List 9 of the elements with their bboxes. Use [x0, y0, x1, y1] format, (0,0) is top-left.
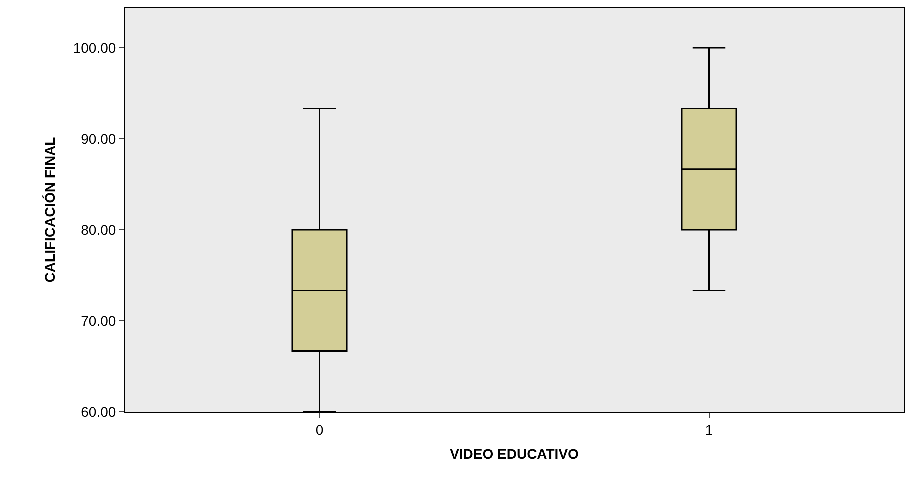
y-tick-label: 70.00	[81, 312, 116, 329]
y-tick-label: 80.00	[81, 222, 116, 238]
y-tick-label: 100.00	[73, 40, 116, 56]
y-axis-title: CALIFICACIÓN FINAL	[42, 136, 58, 283]
y-tick-label: 90.00	[81, 130, 116, 147]
x-tick-label: 1	[705, 422, 714, 438]
x-axis-title: VIDEO EDUCATIVO	[450, 446, 580, 462]
y-tick-label: 60.00	[81, 404, 116, 420]
x-tick-label: 0	[316, 422, 324, 438]
